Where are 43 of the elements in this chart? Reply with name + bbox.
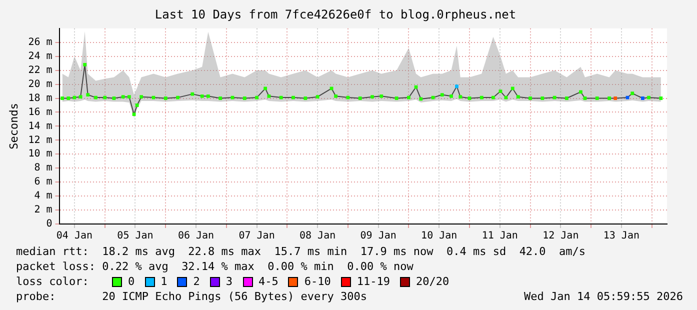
- x-tick-label: 13 Jan: [603, 230, 640, 242]
- legend-label: 2: [193, 274, 200, 289]
- legend-label: 11-19: [356, 274, 390, 289]
- x-tick-label: 05 Jan: [117, 230, 154, 242]
- x-tick-label: 11 Jan: [482, 230, 518, 242]
- text: median rtt: 18.2 ms avg 22.8 ms max 15.7 ms min 17.9 ms now 0.4 ms sd 42.0 am/s: [16, 244, 587, 259]
- y-tick-label: 22 m: [28, 64, 52, 76]
- y-tick-label: 12 m: [28, 134, 52, 146]
- x-tick-label: 10 Jan: [421, 230, 458, 242]
- y-tick-label: 18 m: [28, 92, 52, 104]
- text: probe: 20 ICMP Echo Pings (56 Bytes) every 300s: [16, 289, 367, 304]
- legend-title: loss color:: [16, 274, 90, 289]
- y-tick-label: 2 m: [34, 204, 52, 216]
- legend-label: 1: [160, 274, 168, 289]
- point: [640, 96, 644, 100]
- y-tick-label: 20 m: [28, 78, 52, 90]
- y-axis-title: Seconds: [7, 103, 20, 150]
- legend-label: 20/20: [416, 274, 450, 289]
- x-tick-label: 06 Jan: [178, 230, 214, 242]
- point: [614, 96, 618, 100]
- y-tick-label: 26 m: [28, 36, 52, 48]
- y-tick-label: 14 m: [28, 120, 52, 132]
- legend-label: 4-5: [258, 274, 278, 289]
- point: [626, 96, 630, 100]
- x-tick-label: 12 Jan: [542, 230, 579, 242]
- legend-label: 0: [128, 274, 135, 289]
- x-tick-label: 07 Jan: [238, 230, 275, 242]
- x-tick-label: 09 Jan: [360, 230, 396, 242]
- y-tick-label: 4 m: [34, 190, 52, 202]
- text: Wed Jan 14 05:59:55 2026: [524, 289, 683, 304]
- y-tick-label: 6 m: [34, 176, 52, 188]
- text: packet loss: 0.22 % avg 32.14 % max 0.00 % min 0.00 % now: [16, 259, 414, 274]
- y-tick-label: 16 m: [28, 106, 52, 118]
- y-tick-label: 0: [46, 218, 52, 230]
- x-tick-label: 08 Jan: [300, 230, 336, 242]
- point: [455, 84, 458, 88]
- y-tick-label: 10 m: [28, 148, 52, 160]
- x-tick-label: 04 Jan: [56, 230, 93, 242]
- y-tick-label: 24 m: [28, 50, 52, 62]
- legend-label: 6-10: [304, 274, 331, 289]
- chart-title: Last 10 Days from 7fce42626e0f to blog.0rpheus.net: [154, 7, 516, 22]
- legend-label: 3: [226, 274, 232, 289]
- y-tick-label: 8 m: [34, 162, 52, 174]
